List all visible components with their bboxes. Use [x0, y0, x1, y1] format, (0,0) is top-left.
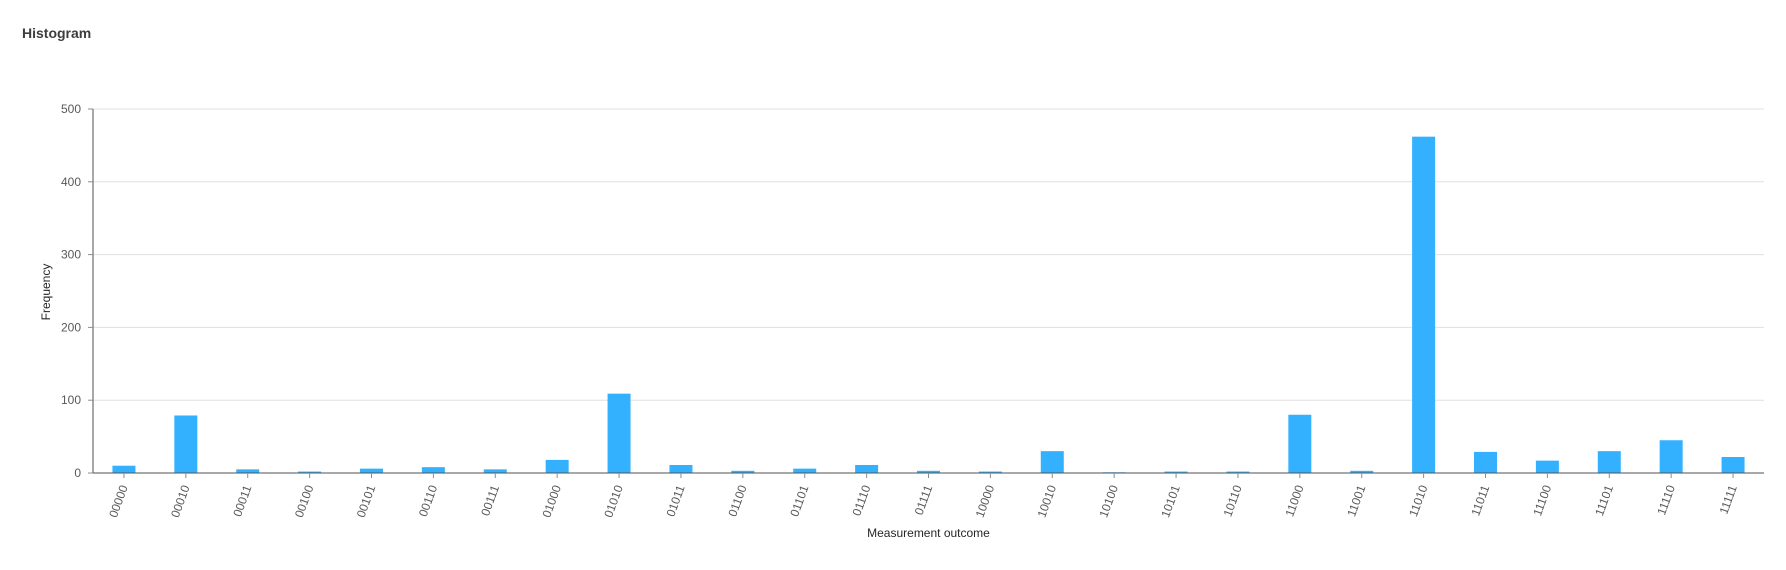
- x-tick-label: 11110: [1654, 483, 1678, 517]
- bar-11001[interactable]: [1350, 470, 1374, 473]
- bar-00100[interactable]: [298, 471, 322, 473]
- bar-01000[interactable]: [545, 459, 569, 473]
- bar-01011[interactable]: [669, 464, 693, 473]
- y-tick-label: 200: [61, 320, 81, 334]
- bar-11110[interactable]: [1659, 440, 1683, 473]
- x-tick-label: 11011: [1468, 483, 1492, 518]
- bar-00101[interactable]: [360, 468, 383, 473]
- x-tick-label: 11101: [1592, 483, 1616, 518]
- x-tick-label: 00101: [354, 483, 379, 519]
- x-tick-label: 01101: [787, 483, 811, 519]
- bar-11010[interactable]: [1412, 136, 1436, 473]
- bar-01111[interactable]: [917, 470, 940, 473]
- x-tick-label: 00111: [478, 483, 502, 518]
- x-tick-label: 11000: [1282, 483, 1306, 519]
- gridlines: [93, 108, 1764, 401]
- x-tick-label: 01000: [539, 483, 564, 519]
- bar-10110[interactable]: [1226, 471, 1250, 473]
- x-tick-label: 11001: [1344, 483, 1368, 519]
- bar-01110[interactable]: [855, 464, 879, 473]
- bar-11100[interactable]: [1535, 460, 1559, 473]
- y-tick-label: 500: [61, 102, 81, 116]
- bar-00010[interactable]: [174, 415, 198, 473]
- x-tick-label: 10100: [1096, 483, 1121, 519]
- x-tick-label: 10101: [1158, 483, 1183, 519]
- x-tick-label: 01111: [912, 483, 936, 517]
- x-tick-label: 00000: [106, 483, 131, 519]
- x-tick-label: 00010: [168, 483, 193, 519]
- y-axis-title: Frequency: [39, 264, 53, 321]
- bar-10101[interactable]: [1164, 471, 1188, 473]
- bar-11011[interactable]: [1474, 451, 1497, 473]
- bar-00000[interactable]: [112, 465, 136, 473]
- x-tick-label: 11100: [1530, 483, 1554, 518]
- x-tick-label: 01110: [849, 483, 873, 518]
- x-tick-label: 01010: [601, 483, 626, 519]
- y-tick-label: 100: [61, 393, 81, 407]
- bar-11101[interactable]: [1597, 451, 1621, 473]
- bar-10000[interactable]: [978, 471, 1002, 473]
- x-tick-label: 01011: [663, 483, 687, 519]
- x-tick-labels: 00000 00010 00011 00100 00101 00110 00111 01000…: [106, 473, 1740, 519]
- x-tick-label: 10000: [973, 483, 998, 519]
- x-tick-label: 11111: [1717, 483, 1740, 516]
- x-tick-label: 10010: [1035, 483, 1060, 519]
- y-tick-label: 0: [74, 466, 81, 480]
- y-tick-labels: 0 100 200 300 400 500: [61, 102, 93, 480]
- x-tick-label: 01100: [725, 483, 749, 519]
- bar-00111[interactable]: [483, 469, 507, 473]
- bar-01010[interactable]: [607, 393, 631, 473]
- bar-11111[interactable]: [1721, 456, 1745, 473]
- x-tick-label: 00011: [230, 483, 254, 519]
- bar-01100[interactable]: [731, 470, 755, 473]
- chart-title: Histogram: [22, 25, 92, 41]
- x-tick-label: 10110: [1220, 483, 1244, 519]
- y-tick-label: 300: [61, 248, 81, 262]
- axes: [92, 109, 1764, 474]
- x-tick-label: 11010: [1406, 483, 1430, 519]
- bar-10010[interactable]: [1040, 451, 1064, 473]
- y-tick-label: 400: [61, 175, 81, 189]
- bar-01101[interactable]: [793, 468, 817, 473]
- x-tick-label: 00100: [292, 483, 317, 519]
- x-axis-title: Measurement outcome: [867, 526, 990, 540]
- bars: [112, 136, 1745, 473]
- bar-00110[interactable]: [421, 467, 445, 473]
- x-tick-label: 00110: [416, 483, 440, 519]
- bar-11000[interactable]: [1288, 414, 1312, 473]
- bar-00011[interactable]: [236, 469, 260, 473]
